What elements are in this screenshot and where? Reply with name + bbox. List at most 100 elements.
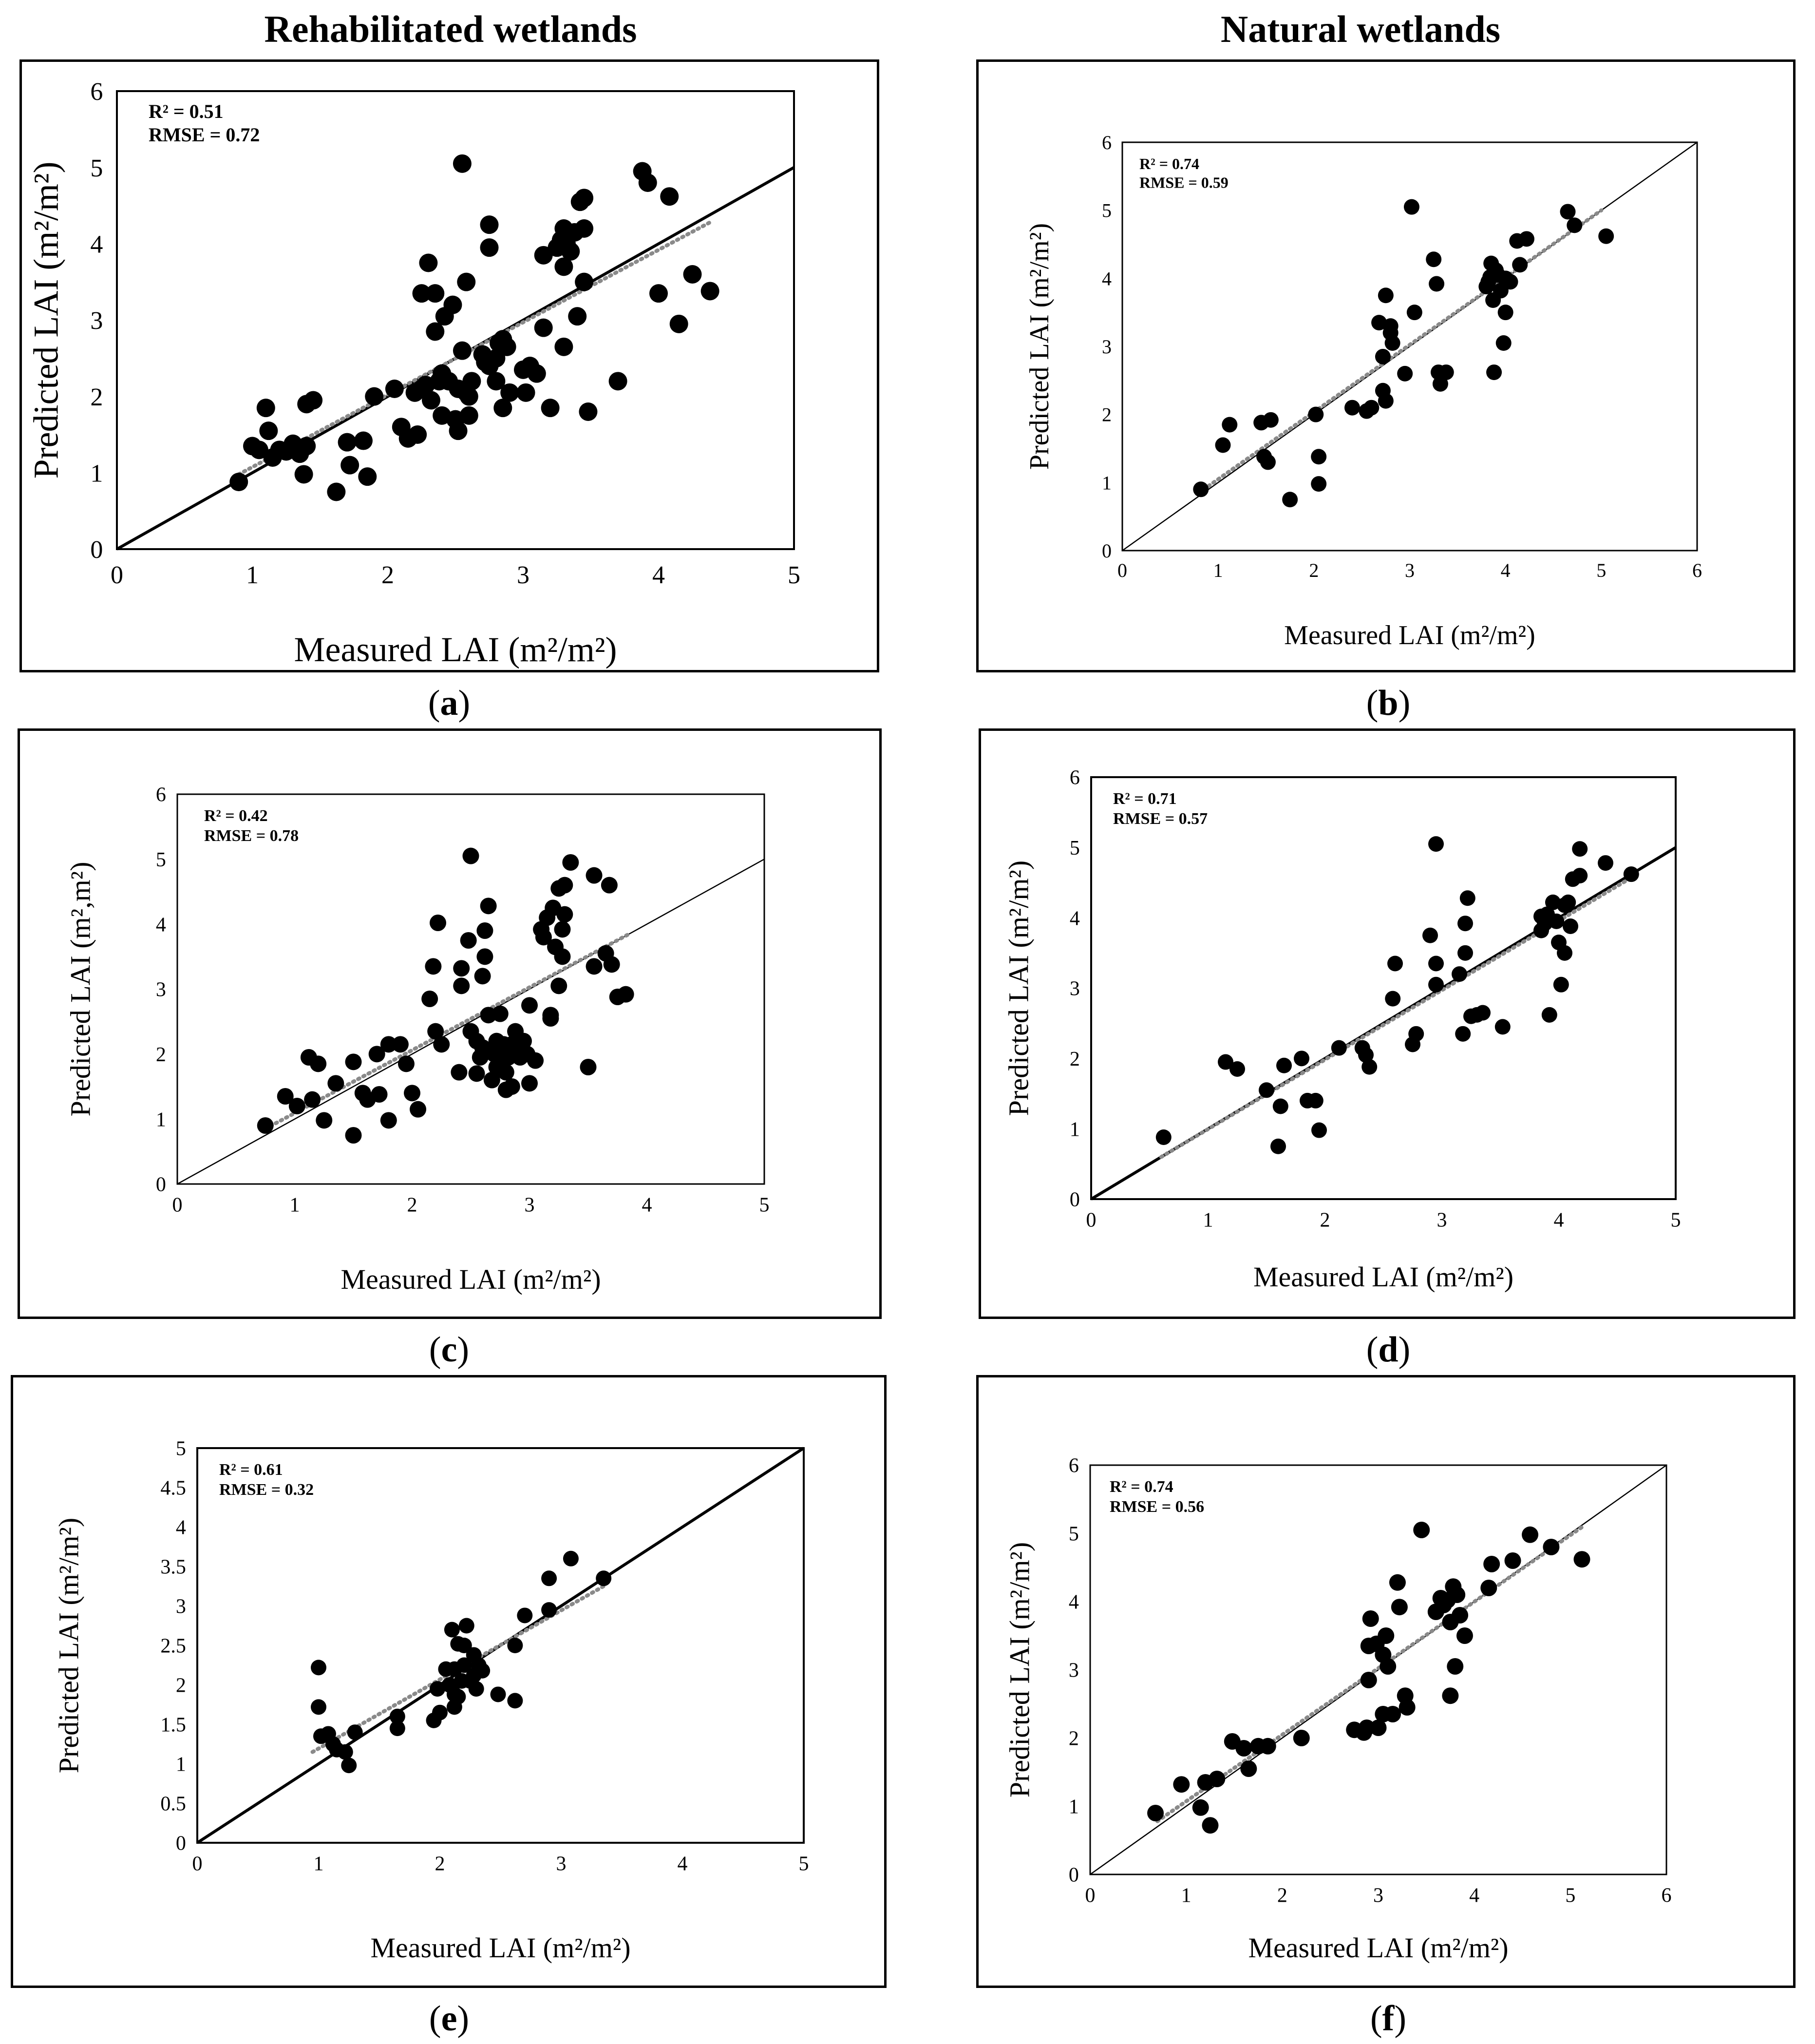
data-point-a-83 [638, 173, 657, 192]
x-tick-label-c-0: 0 [172, 1194, 183, 1217]
data-point-e-8 [347, 1724, 363, 1740]
data-point-a-51 [480, 238, 499, 257]
data-point-f-0 [1147, 1805, 1164, 1821]
data-point-c-69 [554, 921, 571, 938]
data-point-a-45 [459, 406, 478, 425]
trend-line-c [263, 932, 631, 1131]
data-point-d-40 [1553, 976, 1569, 993]
data-point-c-5 [310, 1055, 327, 1072]
x-tick-label-b-1: 1 [1213, 559, 1223, 581]
r-squared-label-a: R² = 0.51 [149, 100, 224, 122]
y-tick-label-c-4: 4 [156, 914, 166, 936]
data-point-a-29 [421, 391, 440, 410]
x-tick-label-f-0: 0 [1085, 1885, 1096, 1907]
y-tick-label-b-5: 5 [1102, 200, 1112, 222]
data-point-f-26 [1391, 1599, 1408, 1616]
data-point-d-37 [1545, 894, 1561, 910]
data-point-d-31 [1494, 1019, 1511, 1035]
data-point-e-12 [430, 1681, 446, 1697]
data-point-c-0 [257, 1117, 274, 1134]
x-tick-label-e-4: 4 [678, 1853, 688, 1875]
r-squared-label-b: R² = 0.74 [1139, 155, 1199, 172]
x-tick-label-a-1: 1 [246, 561, 259, 589]
y-tick-label-c-3: 3 [156, 979, 166, 1001]
data-point-c-29 [462, 847, 479, 864]
data-point-a-73 [561, 242, 580, 261]
y-tick-label-a-1: 1 [90, 460, 103, 488]
right-column-title: Natural wetlands [1220, 8, 1501, 50]
data-point-b-23 [1403, 199, 1419, 215]
data-point-e-37 [541, 1602, 557, 1618]
data-point-e-16 [444, 1622, 460, 1638]
data-point-f-19 [1370, 1719, 1387, 1736]
data-point-a-84 [649, 284, 668, 303]
data-point-d-14 [1361, 1059, 1378, 1075]
data-point-b-10 [1311, 476, 1327, 492]
data-point-d-27 [1459, 890, 1475, 906]
chart-c-svg: 0 1 2 3 4 5 0 1 2 3 4 5 6 Measured LAI (m²/m²) Predict… [64, 784, 769, 1295]
y-axis-label-b: Predicted LAI (m²/m²) [1024, 223, 1055, 470]
y-tick-label-a-4: 4 [90, 231, 103, 259]
data-point-a-79 [575, 219, 594, 238]
caption-d: (d) [1366, 1330, 1411, 1370]
data-point-b-9 [1311, 449, 1327, 465]
data-point-c-26 [453, 960, 470, 977]
x-tick-label-f-6: 6 [1662, 1885, 1672, 1907]
chart-b-svg: 0 1 2 3 4 5 6 0 1 2 3 4 5 6 Measured LAI (m²/m²) Predic… [1024, 132, 1702, 650]
data-point-c-1 [277, 1088, 294, 1105]
y-tick-label-f-4: 4 [1069, 1591, 1079, 1614]
data-point-f-29 [1413, 1522, 1430, 1538]
data-point-c-61 [535, 929, 552, 946]
data-point-e-10 [389, 1708, 405, 1724]
data-point-c-32 [468, 1065, 485, 1082]
x-tick-label-d-1: 1 [1203, 1209, 1213, 1232]
caption-a: (a) [428, 683, 471, 723]
data-point-a-81 [608, 372, 627, 391]
trend-line-a [237, 219, 715, 477]
data-point-d-26 [1457, 945, 1473, 961]
y-tick-label-b-2: 2 [1102, 404, 1112, 426]
x-tick-label-b-3: 3 [1405, 559, 1415, 581]
data-point-a-47 [462, 372, 481, 391]
data-point-d-25 [1457, 916, 1473, 932]
data-point-c-4 [304, 1091, 321, 1108]
data-point-f-11 [1293, 1730, 1310, 1746]
data-point-e-1 [311, 1699, 326, 1715]
x-tick-label-e-3: 3 [556, 1853, 567, 1875]
x-tick-label-d-2: 2 [1320, 1209, 1330, 1232]
data-point-b-41 [1497, 305, 1513, 321]
data-point-e-36 [541, 1570, 557, 1586]
data-point-c-71 [556, 906, 573, 923]
data-point-a-77 [575, 189, 594, 208]
x-tick-label-f-1: 1 [1181, 1885, 1191, 1907]
data-point-c-55 [515, 1032, 532, 1050]
data-point-a-15 [338, 433, 357, 452]
data-point-a-16 [340, 456, 359, 475]
data-point-a-25 [412, 284, 431, 303]
x-tick-label-c-1: 1 [290, 1194, 300, 1217]
data-point-e-34 [507, 1638, 523, 1653]
chart-panel-d: 0 1 2 3 4 5 0 1 2 3 4 5 6 Measured LAI (m²/m²) Predict… [979, 728, 1796, 1319]
data-point-c-27 [453, 977, 470, 994]
rmse-label-a: RMSE = 0.72 [149, 124, 260, 146]
data-point-b-17 [1378, 287, 1394, 304]
data-point-e-39 [596, 1570, 612, 1586]
data-point-f-25 [1389, 1574, 1406, 1591]
data-point-f-8 [1240, 1760, 1257, 1777]
chart-panel-f: 0 1 2 3 4 5 6 0 1 2 3 4 5 6 Measured LAI (m²/m²) Predic… [976, 1375, 1796, 1988]
x-tick-label-f-2: 2 [1277, 1885, 1287, 1907]
data-point-f-44 [1522, 1526, 1539, 1543]
data-point-d-3 [1259, 1082, 1274, 1098]
data-point-a-75 [568, 307, 587, 326]
data-point-d-22 [1428, 976, 1444, 993]
y-axis-label-d: Predicted LAI (m²/m²) [1002, 860, 1034, 1116]
data-point-c-16 [392, 1036, 409, 1053]
rmse-label-e: RMSE = 0.32 [219, 1481, 314, 1499]
plot-area-d [1090, 776, 1677, 1200]
data-point-a-4 [259, 421, 278, 440]
data-point-f-17 [1362, 1610, 1379, 1627]
data-point-d-13 [1358, 1047, 1374, 1063]
data-point-f-24 [1384, 1706, 1401, 1722]
data-point-e-23 [456, 1657, 472, 1673]
data-point-e-31 [474, 1662, 491, 1679]
